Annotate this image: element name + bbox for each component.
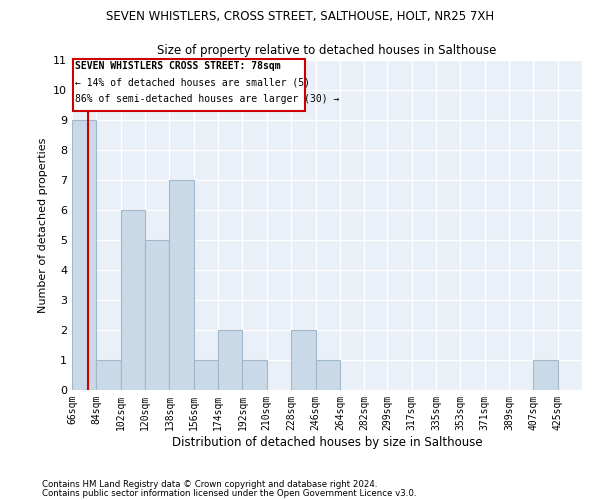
Text: 86% of semi-detached houses are larger (30) →: 86% of semi-detached houses are larger (…	[76, 94, 340, 104]
Y-axis label: Number of detached properties: Number of detached properties	[38, 138, 47, 312]
Text: SEVEN WHISTLERS CROSS STREET: 78sqm: SEVEN WHISTLERS CROSS STREET: 78sqm	[76, 61, 281, 71]
Text: Contains public sector information licensed under the Open Government Licence v3: Contains public sector information licen…	[42, 490, 416, 498]
Bar	[218, 330, 242, 390]
Bar	[72, 120, 97, 390]
Bar	[533, 360, 557, 390]
Text: SEVEN WHISTLERS, CROSS STREET, SALTHOUSE, HOLT, NR25 7XH: SEVEN WHISTLERS, CROSS STREET, SALTHOUSE…	[106, 10, 494, 23]
Text: Contains HM Land Registry data © Crown copyright and database right 2024.: Contains HM Land Registry data © Crown c…	[42, 480, 377, 489]
Bar	[121, 210, 145, 390]
Bar	[97, 360, 121, 390]
Bar	[145, 240, 169, 390]
Title: Size of property relative to detached houses in Salthouse: Size of property relative to detached ho…	[157, 44, 497, 58]
FancyBboxPatch shape	[73, 58, 305, 111]
X-axis label: Distribution of detached houses by size in Salthouse: Distribution of detached houses by size …	[172, 436, 482, 448]
Bar	[242, 360, 267, 390]
Bar	[194, 360, 218, 390]
Text: ← 14% of detached houses are smaller (5): ← 14% of detached houses are smaller (5)	[76, 78, 310, 88]
Bar	[316, 360, 340, 390]
Bar	[169, 180, 194, 390]
Bar	[291, 330, 316, 390]
